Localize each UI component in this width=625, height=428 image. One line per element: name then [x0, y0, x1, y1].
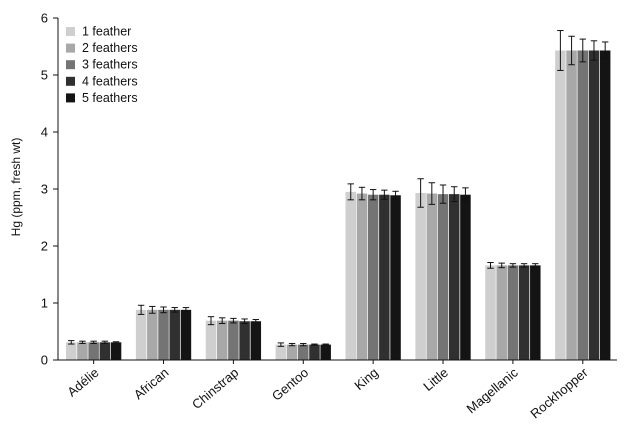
x-tick-label: King — [351, 365, 381, 393]
y-tick-label: 3 — [41, 182, 48, 197]
bar — [309, 344, 320, 360]
bar — [275, 344, 287, 360]
bar — [99, 342, 111, 360]
legend-swatch — [66, 27, 75, 36]
bar — [448, 194, 460, 360]
bar — [566, 50, 577, 361]
bar — [415, 192, 426, 360]
x-tick-label: Rockhopper — [527, 364, 591, 421]
bar — [588, 50, 600, 361]
bar — [367, 194, 379, 360]
bar — [599, 50, 611, 361]
axes-layer: Adélie African Chinstrap Gentoo King Little Ma… — [41, 11, 617, 421]
bar — [496, 265, 507, 360]
legend-label: 1 feather — [82, 25, 131, 39]
bar — [356, 193, 368, 360]
bar — [518, 265, 530, 360]
bar — [66, 342, 77, 360]
bar — [239, 321, 250, 360]
bar — [77, 342, 88, 360]
bar — [577, 50, 589, 361]
bar — [216, 320, 228, 360]
y-tick-label: 4 — [41, 125, 48, 140]
legend-swatch — [66, 43, 75, 53]
bar — [147, 309, 158, 360]
bar — [485, 265, 496, 360]
legend: 1 feather 2 feathers 3 feathers 4 feathers 5… — [66, 25, 138, 105]
bar — [135, 309, 147, 360]
y-tick-label: 6 — [41, 11, 48, 26]
legend-label: 5 feathers — [82, 91, 138, 105]
error-bars-layer — [68, 30, 609, 347]
legend-label: 4 feathers — [82, 74, 138, 88]
x-tick-label: Gentoo — [269, 365, 311, 404]
legend-swatch — [66, 76, 75, 86]
bar — [390, 195, 401, 360]
y-tick-label: 2 — [41, 239, 48, 254]
y-tick-label: 1 — [41, 296, 48, 311]
bar — [228, 320, 239, 360]
bar — [345, 191, 356, 360]
bar — [180, 309, 192, 360]
x-tick-label: African — [131, 365, 172, 403]
x-tick-label: Adélie — [64, 365, 101, 400]
legend-swatch — [66, 93, 75, 103]
bar — [298, 344, 309, 360]
bars-layer — [66, 50, 611, 361]
bar — [507, 265, 519, 360]
x-tick-label: Chinstrap — [189, 365, 241, 412]
legend-label: 3 feathers — [82, 58, 138, 72]
bar — [379, 194, 390, 360]
bar — [110, 342, 122, 360]
bar — [158, 309, 169, 360]
bar — [205, 320, 217, 360]
legend-label: 2 feathers — [82, 41, 138, 55]
y-tick-label: 0 — [41, 353, 48, 368]
y-axis-title: Hg (ppm, fresh wt) — [9, 138, 23, 237]
x-tick-label: Magellanic — [464, 364, 522, 416]
bar — [437, 194, 449, 360]
bar — [286, 344, 298, 360]
bar — [250, 321, 262, 360]
bar — [460, 194, 471, 360]
x-tick-label: Little — [420, 365, 451, 394]
bar — [88, 342, 99, 360]
bar — [169, 309, 180, 360]
bar — [426, 193, 438, 360]
y-tick-label: 5 — [41, 68, 48, 83]
bar — [555, 50, 566, 361]
bar — [320, 344, 331, 360]
legend-swatch — [66, 60, 75, 70]
bar — [530, 265, 541, 360]
